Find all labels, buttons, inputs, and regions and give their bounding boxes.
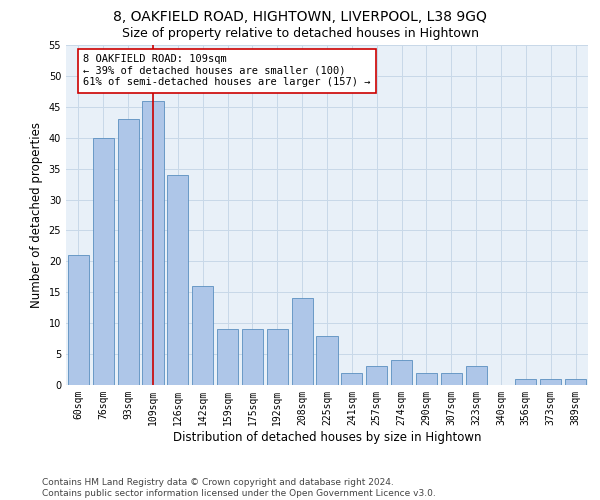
Bar <box>68 255 89 385</box>
Bar <box>292 298 313 385</box>
Bar <box>118 119 139 385</box>
Bar <box>316 336 338 385</box>
Bar <box>416 372 437 385</box>
Bar <box>242 330 263 385</box>
Bar <box>93 138 114 385</box>
Bar <box>515 379 536 385</box>
Bar <box>540 379 561 385</box>
Bar <box>366 366 387 385</box>
Bar <box>341 372 362 385</box>
Bar <box>391 360 412 385</box>
Bar <box>267 330 288 385</box>
Bar <box>565 379 586 385</box>
Text: Contains HM Land Registry data © Crown copyright and database right 2024.
Contai: Contains HM Land Registry data © Crown c… <box>42 478 436 498</box>
Bar <box>192 286 213 385</box>
Text: 8, OAKFIELD ROAD, HIGHTOWN, LIVERPOOL, L38 9GQ: 8, OAKFIELD ROAD, HIGHTOWN, LIVERPOOL, L… <box>113 10 487 24</box>
Bar <box>466 366 487 385</box>
Text: 8 OAKFIELD ROAD: 109sqm
← 39% of detached houses are smaller (100)
61% of semi-d: 8 OAKFIELD ROAD: 109sqm ← 39% of detache… <box>83 54 370 88</box>
Y-axis label: Number of detached properties: Number of detached properties <box>30 122 43 308</box>
Bar <box>217 330 238 385</box>
Bar <box>441 372 462 385</box>
X-axis label: Distribution of detached houses by size in Hightown: Distribution of detached houses by size … <box>173 430 481 444</box>
Bar <box>167 175 188 385</box>
Bar <box>142 100 164 385</box>
Text: Size of property relative to detached houses in Hightown: Size of property relative to detached ho… <box>121 28 479 40</box>
